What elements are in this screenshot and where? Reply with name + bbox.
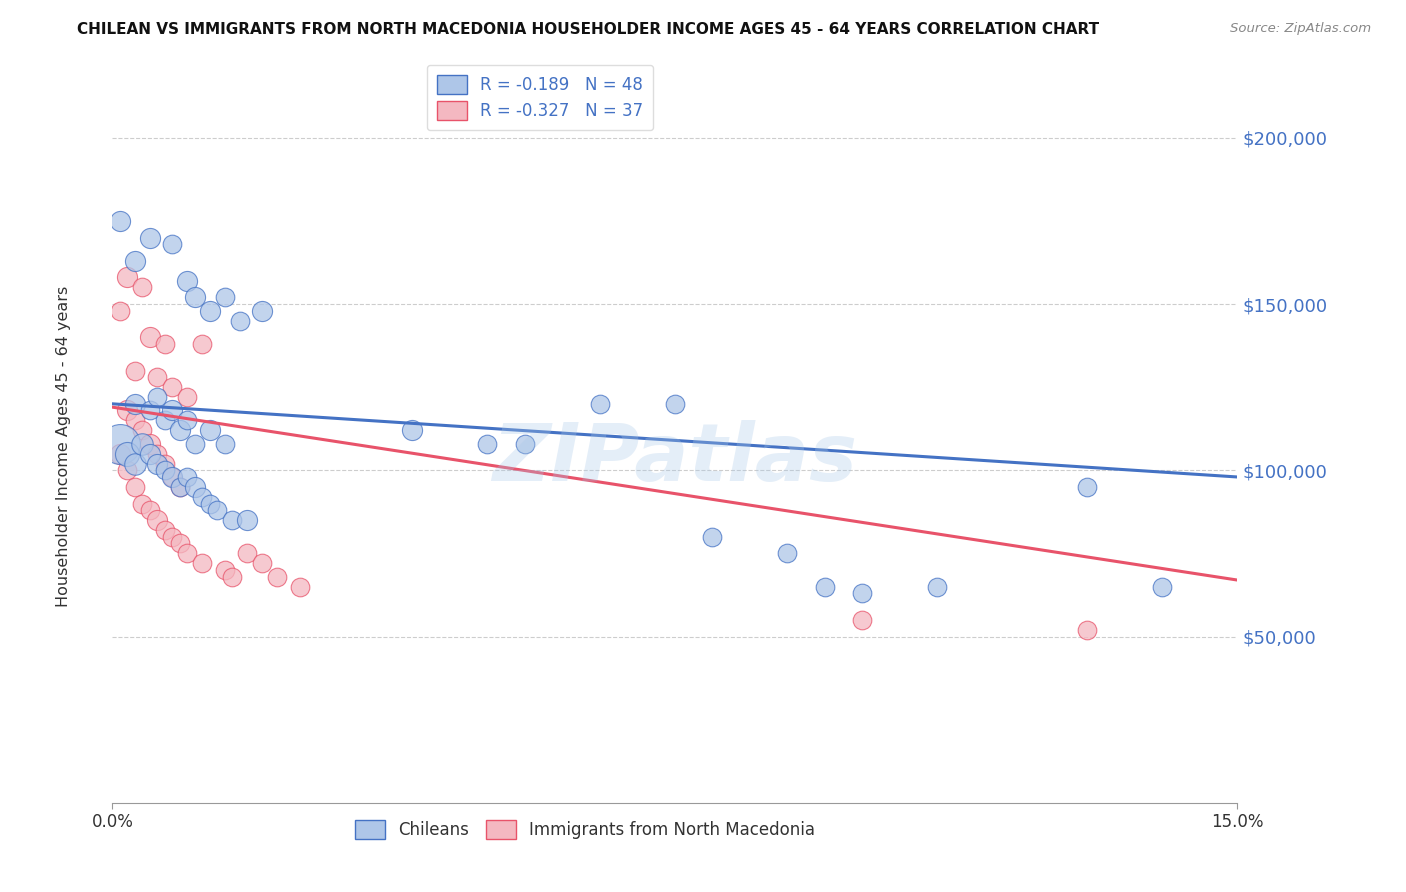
Point (198, 303, 221, 318)
Point (184, 436, 207, 450)
Point (176, 390, 198, 404)
Point (124, 397, 146, 411)
Point (589, 397, 612, 411)
Point (252, 557, 274, 571)
Point (131, 436, 153, 450)
Point (176, 546, 198, 560)
Point (214, 563, 236, 577)
Point (162, 530, 184, 544)
Point (153, 523, 176, 537)
Point (176, 413, 198, 427)
Point (198, 497, 221, 511)
Point (162, 470, 184, 484)
Point (162, 237, 184, 252)
Text: CHILEAN VS IMMIGRANTS FROM NORTH MACEDONIA HOUSEHOLDER INCOME AGES 45 - 64 YEARS: CHILEAN VS IMMIGRANTS FROM NORTH MACEDON… (77, 22, 1099, 37)
Point (288, 580, 311, 594)
Point (153, 463, 176, 477)
Point (139, 330, 162, 344)
Point (169, 424, 191, 438)
Point (252, 303, 274, 318)
Point (124, 457, 146, 471)
Point (146, 370, 169, 384)
Point (266, 570, 288, 584)
Point (664, 397, 686, 411)
Point (146, 457, 169, 471)
Point (477, 436, 499, 450)
Point (131, 280, 153, 294)
Point (221, 513, 243, 527)
Point (153, 457, 176, 471)
Point (851, 586, 873, 600)
Point (184, 290, 207, 304)
Point (191, 490, 214, 504)
Point (117, 403, 139, 417)
Point (162, 380, 184, 394)
Point (131, 424, 153, 438)
Point (169, 480, 191, 494)
Point (108, 447, 131, 461)
Point (131, 497, 153, 511)
Point (139, 503, 162, 517)
Point (153, 413, 176, 427)
Point (139, 403, 162, 417)
Point (139, 436, 162, 450)
Point (1152, 580, 1174, 594)
Point (139, 447, 162, 461)
Point (236, 546, 259, 560)
Point (184, 480, 207, 494)
Point (146, 513, 169, 527)
Point (176, 274, 198, 288)
Point (146, 390, 169, 404)
Point (927, 580, 949, 594)
Point (1076, 480, 1098, 494)
Point (146, 447, 169, 461)
Point (513, 436, 536, 450)
Text: ZIPatlas: ZIPatlas (492, 420, 858, 498)
Point (124, 253, 146, 268)
Point (851, 613, 873, 627)
Point (124, 363, 146, 377)
Point (124, 413, 146, 427)
Point (117, 447, 139, 461)
Text: Householder Income Ages 45 - 64 years: Householder Income Ages 45 - 64 years (56, 285, 70, 607)
Text: Source: ZipAtlas.com: Source: ZipAtlas.com (1230, 22, 1371, 36)
Point (108, 436, 131, 450)
Point (214, 436, 236, 450)
Point (814, 580, 837, 594)
Legend: Chileans, Immigrants from North Macedonia: Chileans, Immigrants from North Macedoni… (344, 810, 825, 849)
Point (221, 570, 243, 584)
Point (108, 303, 131, 318)
Point (401, 424, 423, 438)
Point (162, 403, 184, 417)
Point (139, 230, 162, 244)
Point (162, 470, 184, 484)
Point (776, 546, 799, 560)
Point (153, 337, 176, 351)
Point (117, 463, 139, 477)
Point (229, 314, 252, 328)
Point (198, 424, 221, 438)
Point (1076, 623, 1098, 637)
Point (191, 557, 214, 571)
Point (169, 480, 191, 494)
Point (191, 337, 214, 351)
Point (236, 513, 259, 527)
Point (176, 470, 198, 484)
Point (214, 290, 236, 304)
Point (117, 270, 139, 285)
Point (702, 530, 724, 544)
Point (207, 503, 229, 517)
Point (169, 536, 191, 550)
Point (108, 214, 131, 228)
Point (124, 480, 146, 494)
